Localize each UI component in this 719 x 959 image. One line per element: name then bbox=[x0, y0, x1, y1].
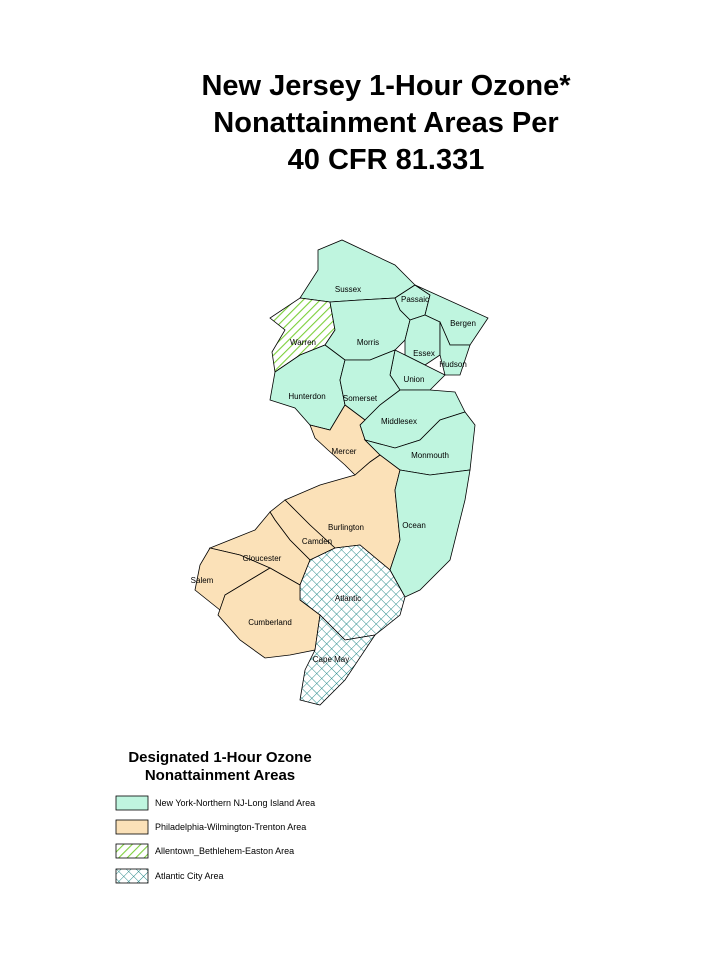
title-line: Nonattainment Areas Per bbox=[213, 107, 558, 139]
legend-label: New York-Northern NJ-Long Island Area bbox=[155, 798, 315, 808]
legend-swatch bbox=[115, 819, 149, 835]
legend-label: Allentown_Bethlehem-Easton Area bbox=[155, 846, 294, 856]
county-label: Union bbox=[404, 375, 425, 384]
county-label: Warren bbox=[290, 338, 316, 347]
legend-swatch bbox=[115, 843, 149, 859]
county-label: Passaic bbox=[401, 295, 429, 304]
county-shape bbox=[439, 321, 471, 376]
legend-title: Designated 1-Hour Ozone bbox=[128, 749, 311, 766]
county-label: Morris bbox=[357, 338, 379, 347]
county-label: Essex bbox=[413, 349, 435, 358]
county-shape bbox=[404, 314, 441, 366]
county-label: Middlesex bbox=[381, 417, 417, 426]
county-shape bbox=[217, 567, 321, 659]
legend-swatch bbox=[115, 868, 149, 884]
county-label: Monmouth bbox=[411, 451, 449, 460]
county-label: Salem bbox=[191, 576, 214, 585]
county-label: Burlington bbox=[328, 523, 364, 532]
legend-label: Atlantic City Area bbox=[155, 871, 224, 881]
county-label: Cape May bbox=[313, 655, 349, 664]
county-label: Gloucester bbox=[243, 554, 282, 563]
county-label: Hudson bbox=[439, 360, 467, 369]
county-label: Cumberland bbox=[248, 618, 292, 627]
legend-title: Nonattainment Areas bbox=[145, 767, 295, 784]
title-line: 40 CFR 81.331 bbox=[288, 144, 485, 176]
title-line: New Jersey 1-Hour Ozone* bbox=[201, 70, 571, 102]
county-labels: Sussex Passaic Bergen Warren Morris Esse… bbox=[191, 285, 476, 664]
legend: Designated 1-Hour Ozone Nonattainment Ar… bbox=[115, 749, 315, 884]
county-label: Hunterdon bbox=[288, 392, 325, 401]
county-shape bbox=[324, 297, 411, 361]
county-label: Camden bbox=[302, 537, 332, 546]
county-label: Sussex bbox=[335, 285, 361, 294]
county-label: Somerset bbox=[343, 394, 378, 403]
county-label: Ocean bbox=[402, 521, 426, 530]
county-label: Mercer bbox=[332, 447, 357, 456]
county-label: Atlantic bbox=[335, 594, 361, 603]
legend-swatch bbox=[115, 795, 149, 811]
legend-label: Philadelphia-Wilmington-Trenton Area bbox=[155, 822, 306, 832]
county-shape bbox=[299, 614, 376, 706]
counties bbox=[194, 239, 489, 706]
county-label: Bergen bbox=[450, 319, 476, 328]
county-shape bbox=[389, 469, 471, 598]
